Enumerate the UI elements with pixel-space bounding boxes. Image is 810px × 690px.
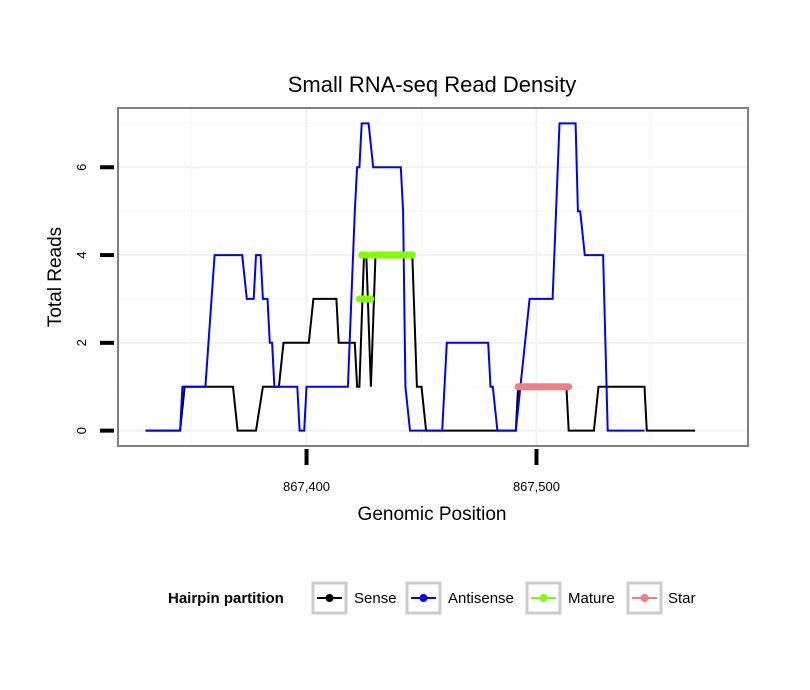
y-tick-label: 6 bbox=[74, 164, 89, 171]
series-line-antisense bbox=[145, 122, 645, 432]
x-axis-title: Genomic Position bbox=[358, 504, 507, 525]
legend-point-star bbox=[640, 594, 649, 602]
chart-title: Small RNA-seq Read Density bbox=[288, 72, 577, 97]
plot-panel-border bbox=[117, 107, 749, 447]
legend-point-sense bbox=[325, 594, 334, 602]
legend: Hairpin partition Sense Antisense Mature St… bbox=[168, 581, 696, 615]
legend-label-antisense: Antisense bbox=[448, 590, 514, 607]
x-tick-label: 867,500 bbox=[513, 479, 560, 494]
y-tick-label: 4 bbox=[74, 251, 89, 258]
plot-panel bbox=[117, 107, 749, 447]
legend-label-mature: Mature bbox=[568, 590, 615, 607]
legend-point-mature bbox=[539, 594, 548, 602]
axes: 0 2 4 6 867,400 867,500 bbox=[74, 164, 560, 494]
plot-panel-background bbox=[118, 108, 748, 446]
y-axis-title: Total Reads bbox=[45, 227, 66, 327]
legend-label-sense: Sense bbox=[354, 590, 397, 607]
legend-point-antisense bbox=[419, 594, 428, 602]
legend-label-star: Star bbox=[668, 590, 696, 607]
x-tick-label: 867,400 bbox=[283, 479, 330, 494]
series-lines bbox=[145, 122, 696, 432]
legend-entries: Sense Antisense Mature Star bbox=[311, 581, 696, 615]
legend-title: Hairpin partition bbox=[168, 590, 284, 607]
y-tick-label: 2 bbox=[74, 339, 89, 346]
y-tick-label: 0 bbox=[74, 427, 89, 434]
